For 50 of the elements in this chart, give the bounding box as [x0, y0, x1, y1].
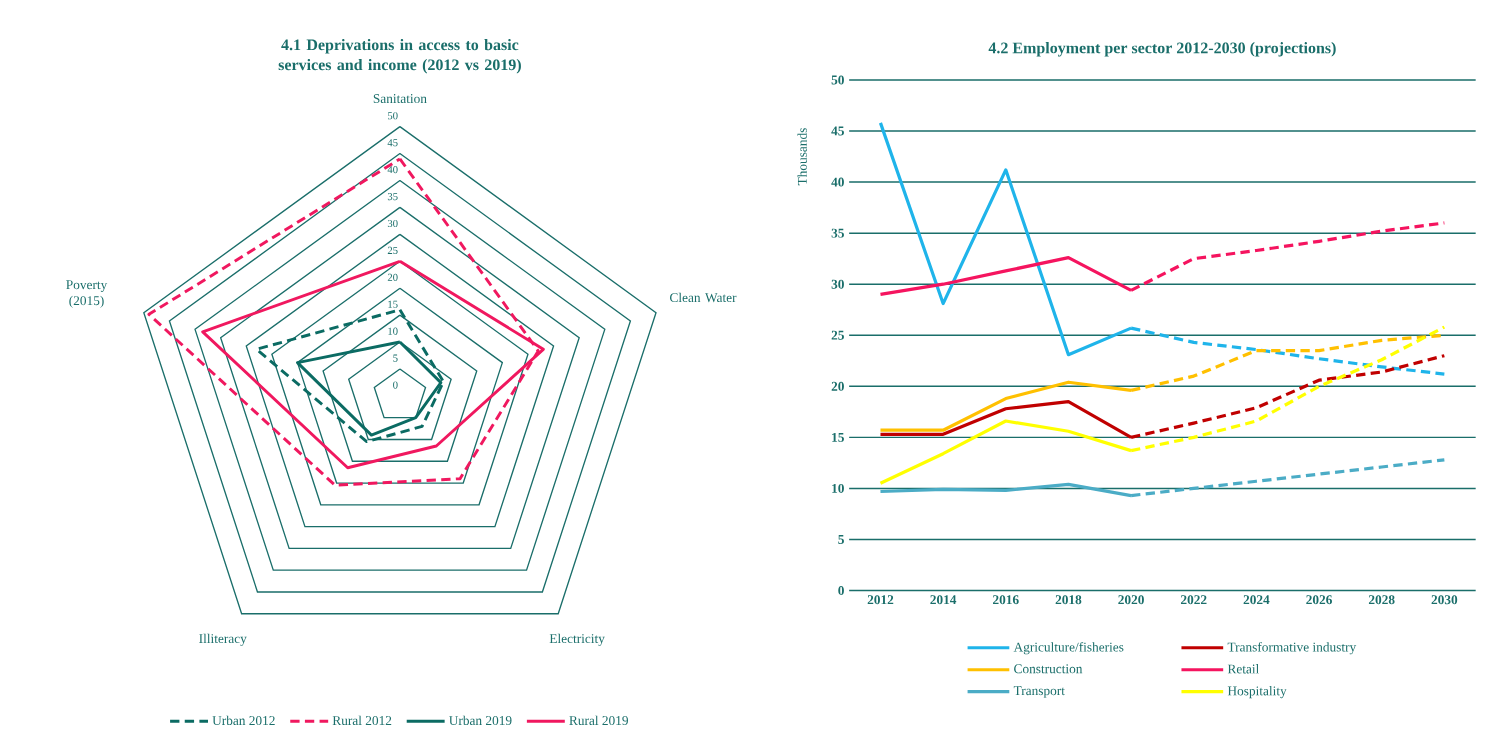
x-tick-label: 2024 [1243, 595, 1270, 605]
legend-label: Agriculture/fisheries [1013, 641, 1124, 655]
y-tick-label: 15 [388, 300, 398, 308]
y-tick-label: 40 [387, 165, 398, 174]
x-tick-label: 2018 [1055, 595, 1082, 605]
spoke-label: Electricity [549, 633, 605, 646]
x-tick-label: 2012 [867, 595, 894, 605]
legend-label: Urban 2012 [212, 715, 275, 725]
y-tick-label: 0 [393, 381, 398, 389]
spoke-label: Illiteracy [199, 633, 247, 646]
y-tick-label: 45 [387, 139, 398, 147]
y-tick-label: 25 [831, 330, 844, 340]
y-tick-label: 35 [387, 192, 398, 201]
chart-title: 4.1 Deprivations in access to basic services and income (2012 vs 2019) [278, 38, 521, 74]
y-tick-label: 0 [838, 585, 844, 595]
y-tick-label: 20 [387, 273, 398, 281]
y-tick-label: 10 [388, 327, 398, 335]
x-tick-label: 2014 [930, 595, 957, 605]
legend-label: Transformative industry [1227, 641, 1357, 655]
y-tick-label: 40 [831, 177, 844, 187]
legend-label: Rural 2019 [569, 715, 629, 725]
y-tick-label: 5 [393, 354, 398, 362]
y-tick-label: 45 [831, 126, 844, 136]
y-tick-label: 10 [832, 483, 844, 493]
y-tick-label: 25 [387, 246, 398, 254]
y-axis-title: Thousands [797, 128, 807, 186]
y-tick-label: 20 [831, 381, 844, 391]
legend-label: Rural 2012 [332, 715, 392, 725]
y-tick-label: 5 [838, 534, 844, 544]
spoke-label: Sanitation [373, 94, 427, 103]
legend-label: Transport [1013, 686, 1065, 698]
y-tick-label: 30 [831, 279, 844, 289]
x-tick-label: 2020 [1118, 595, 1144, 605]
y-tick-label: 15 [832, 432, 844, 442]
x-tick-label: 2028 [1368, 595, 1395, 605]
y-tick-label: 35 [831, 228, 844, 238]
x-tick-label: 2016 [993, 595, 1019, 605]
chart-title: 4.2 Employment per sector 2012-2030 (projections) [988, 41, 1336, 57]
y-tick-label: 50 [388, 112, 398, 120]
legend-label: Hospitality [1227, 685, 1287, 699]
x-tick-label: 2026 [1306, 595, 1332, 605]
y-tick-label: 50 [831, 75, 844, 85]
spoke-label: Clean Water [670, 292, 737, 303]
y-tick-label: 30 [387, 219, 398, 227]
spoke-label: Poverty (2015) [66, 280, 108, 308]
x-tick-label: 2022 [1180, 595, 1207, 605]
x-tick-label: 2030 [1431, 595, 1458, 605]
legend-label: Construction [1014, 664, 1083, 674]
legend-label: Urban 2019 [449, 715, 512, 725]
legend-label: Retail [1227, 664, 1260, 674]
